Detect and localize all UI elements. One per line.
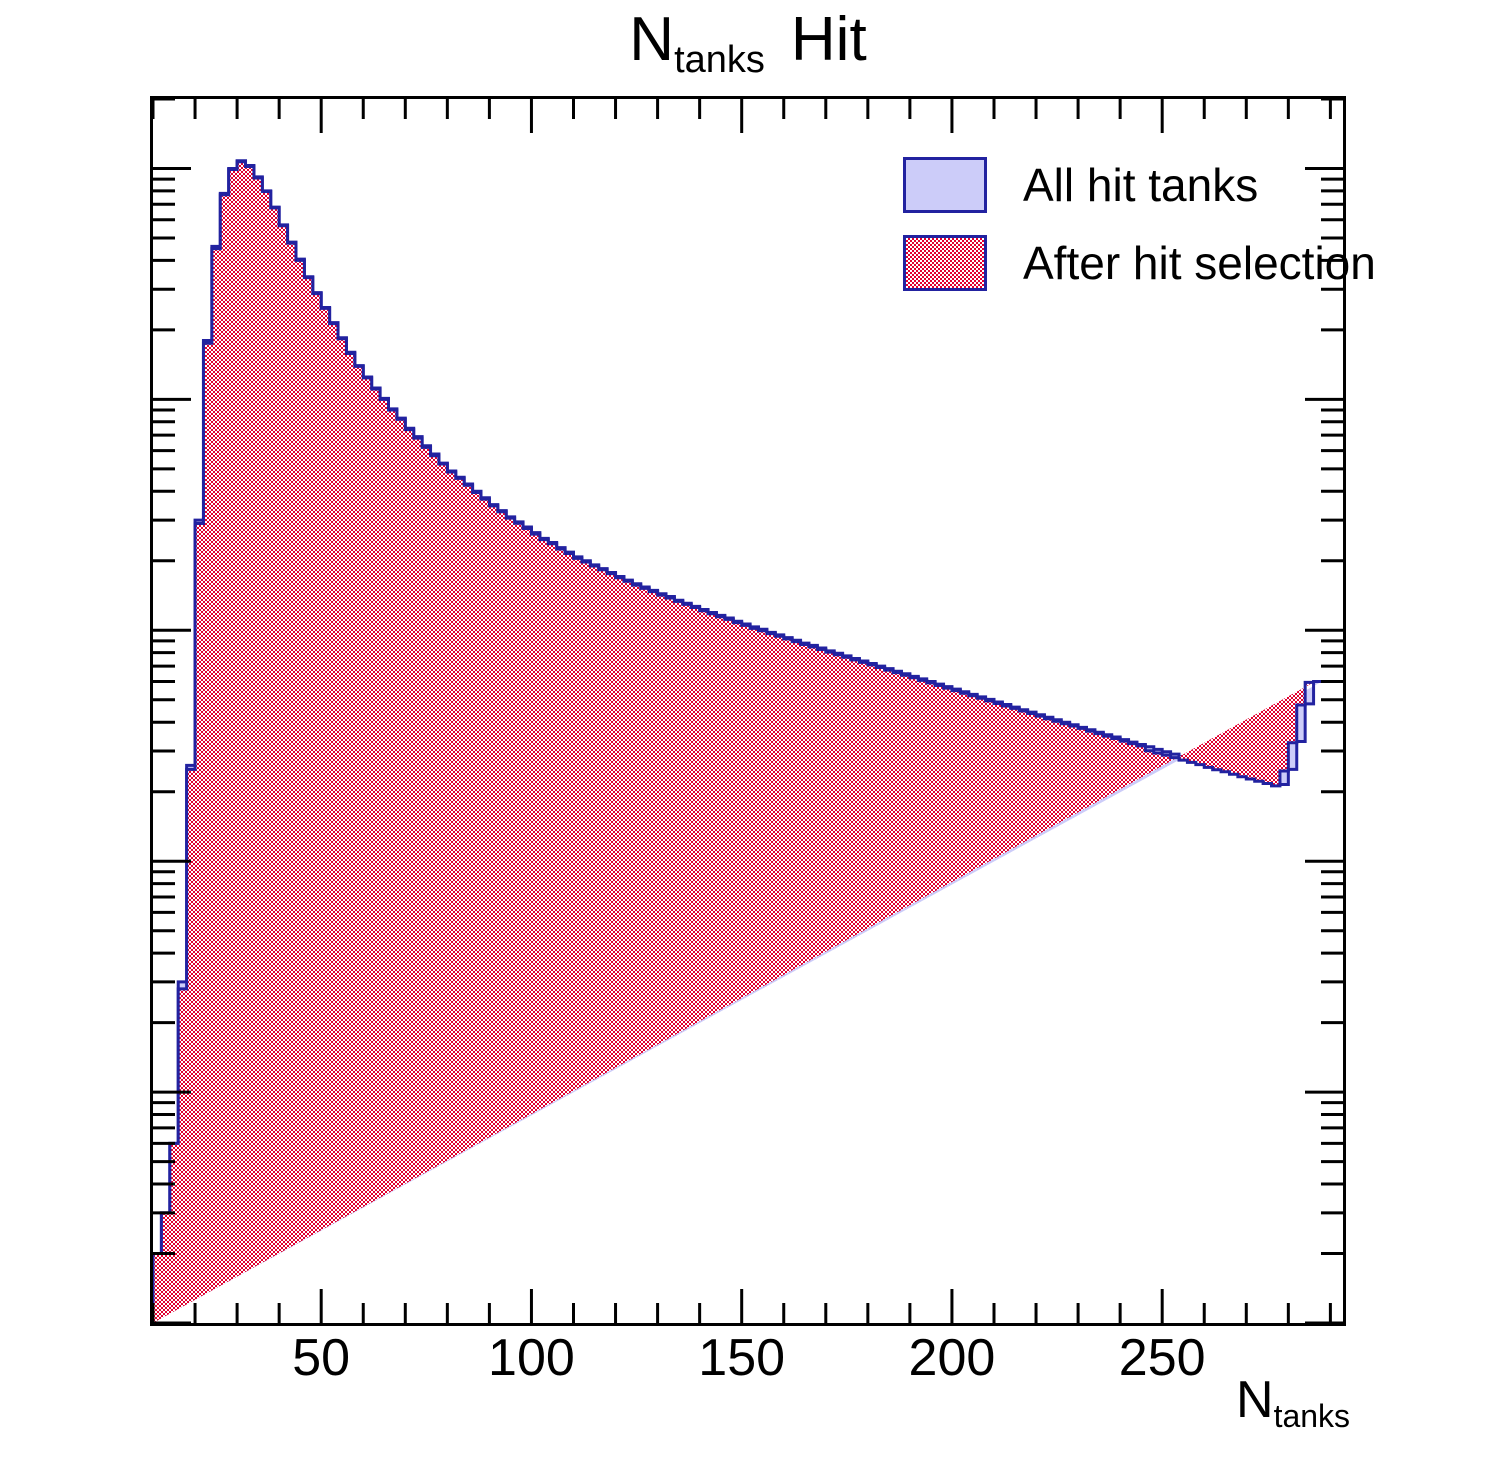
legend-entry-after-hit-selection[interactable]: After hit selection [903,224,1376,302]
legend-label-after-hit-selection: After hit selection [1023,237,1376,289]
axis-ticks [153,99,1343,1323]
title-prefix: N [629,5,675,74]
legend: All hit tanks After hit selection [903,146,1376,302]
legend-entry-all-hit-tanks[interactable]: All hit tanks [903,146,1323,224]
series-after-hit-selection [153,160,1314,1323]
x-axis-title-prefix: N [1236,1371,1274,1429]
legend-label-all-hit-tanks: All hit tanks [1023,159,1259,211]
x-tick-label: 100 [488,1329,575,1387]
page-title: Ntanks Hit [0,4,1496,84]
y-axis-tick-labels: 110102103104105 [0,0,144,1472]
title-suffix: Hit [790,5,867,74]
x-axis-title-subscript: tanks [1273,1398,1351,1434]
x-tick-label: 50 [292,1329,351,1387]
plot-frame [150,96,1346,1326]
x-tick-label: 150 [698,1329,786,1387]
x-tick-label: 250 [1118,1329,1206,1387]
legend-swatch-all-hit-tanks [903,157,987,213]
legend-swatch-after-hit-selection [903,235,987,291]
x-axis-title: Ntanks [1236,1372,1350,1434]
x-tick-label: 200 [908,1329,996,1387]
histogram-svg [153,99,1343,1323]
title-subscript: tanks [674,39,765,81]
